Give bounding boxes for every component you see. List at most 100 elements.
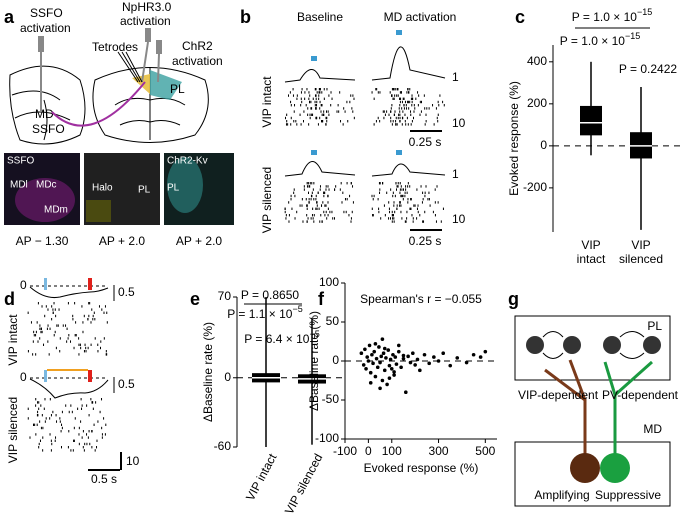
stim-marker (396, 150, 402, 155)
scale-label: 10 (126, 454, 140, 468)
point (471, 352, 476, 357)
point (432, 355, 436, 359)
point (422, 352, 427, 357)
label: ChR2 (182, 39, 213, 53)
row-label: VIP silenced (260, 167, 274, 234)
y-tick-label: 400 (527, 54, 547, 68)
axis-label: 0 (20, 370, 27, 384)
projection (603, 360, 653, 455)
stim-marker (396, 30, 402, 35)
stim-marker (88, 278, 92, 290)
x-tick-label: 300 (429, 444, 449, 458)
micro-label: PL (167, 183, 180, 194)
micro-label: ChR2-Kv (167, 156, 208, 167)
column-title: Baseline (297, 10, 343, 24)
point (381, 351, 386, 356)
stim-bar (47, 369, 88, 371)
fluorescence (167, 157, 203, 213)
point (448, 363, 453, 368)
point (392, 370, 396, 374)
y-tick-label: 200 (527, 96, 547, 110)
scale-label: 1 (452, 70, 459, 84)
point (378, 360, 382, 365)
panel-c: P = 1.0 × 10−15 P = 1.0 × 10−15 P = 0.24… (560, 7, 678, 76)
y-tick-label: 100 (319, 275, 339, 289)
point (401, 356, 406, 361)
fiber (145, 28, 151, 42)
point (372, 349, 377, 354)
brain-outline (92, 67, 209, 143)
stat-annotation: Spearman's r = −0.055 (360, 292, 482, 306)
projection (544, 359, 587, 455)
point (406, 354, 410, 359)
panel-d: 0 0.5 0 0.5 VIP intact VIP silenced 10 0… (6, 278, 140, 486)
micro-label: Halo (92, 183, 113, 194)
x-axis-label: Evoked response (%) (364, 461, 479, 475)
point (427, 361, 431, 366)
point (368, 370, 373, 375)
label: activation (120, 14, 171, 28)
label: Tetrodes (92, 40, 138, 54)
row-label: VIP intact (260, 76, 274, 128)
region-label: PL (647, 319, 662, 333)
micro-label: MDc (36, 180, 57, 191)
point (393, 355, 398, 359)
point (392, 373, 396, 377)
panel-label: c (515, 7, 525, 27)
point (401, 353, 406, 358)
point (380, 337, 385, 341)
caption: AP + 2.0 (99, 234, 145, 248)
stim-marker (44, 278, 47, 290)
x-tick-label: VIP intact (243, 451, 280, 503)
column-title: MD activation (384, 10, 457, 24)
label: NpHR3.0 (122, 0, 172, 14)
panel-label: e (190, 289, 200, 309)
label: activation (172, 54, 223, 68)
y-tick-label: -100 (315, 431, 339, 445)
point (370, 352, 374, 357)
x-tick-label: 0 (365, 444, 372, 458)
label: PL (170, 82, 185, 96)
micro-label: MDm (44, 205, 68, 216)
region-box (514, 315, 671, 381)
panel-e: P = 0.8650 P = 1.1 × 10−5 P = 6.4 × 10−5 (227, 288, 319, 346)
neuron (563, 336, 581, 354)
region-box (514, 441, 671, 507)
row-label: VIP intact (6, 314, 20, 366)
micro-label: MDl (10, 180, 28, 191)
y-tick-label: -200 (523, 180, 547, 194)
brain-outline (9, 65, 86, 145)
point (385, 382, 389, 387)
point (396, 343, 401, 348)
p-value: P = 1.1 × 10−5 (227, 304, 302, 321)
point (368, 381, 373, 385)
point (378, 386, 382, 391)
label: MD (35, 107, 54, 121)
scale-label: 0.25 s (409, 135, 442, 149)
x-tick-label: VIP silenced (619, 238, 663, 266)
point (373, 374, 378, 379)
stim-marker (88, 370, 92, 382)
point (415, 357, 420, 362)
point (361, 363, 366, 367)
point (371, 361, 375, 366)
projection (51, 81, 146, 127)
x-tick-label: VIP silenced (282, 451, 326, 516)
panel-label: b (240, 7, 251, 27)
panel-label: a (4, 7, 15, 27)
scale-label: 1 (452, 167, 459, 181)
tetrode (117, 51, 143, 83)
p-value: P = 1.0 × 10−15 (572, 7, 652, 24)
point (387, 376, 392, 380)
md-neuron (570, 453, 600, 483)
micro-label: SSFO (7, 156, 34, 167)
neuron (526, 336, 544, 354)
point (363, 347, 367, 352)
panel-a: SSFO activation NpHR3.0 activation Tetro… (4, 0, 234, 248)
point (399, 365, 403, 370)
point (404, 390, 408, 395)
scale-label: 0.5 (118, 285, 135, 299)
point (380, 378, 385, 383)
pathway-label: VIP-dependent (518, 388, 599, 402)
point (483, 349, 488, 354)
